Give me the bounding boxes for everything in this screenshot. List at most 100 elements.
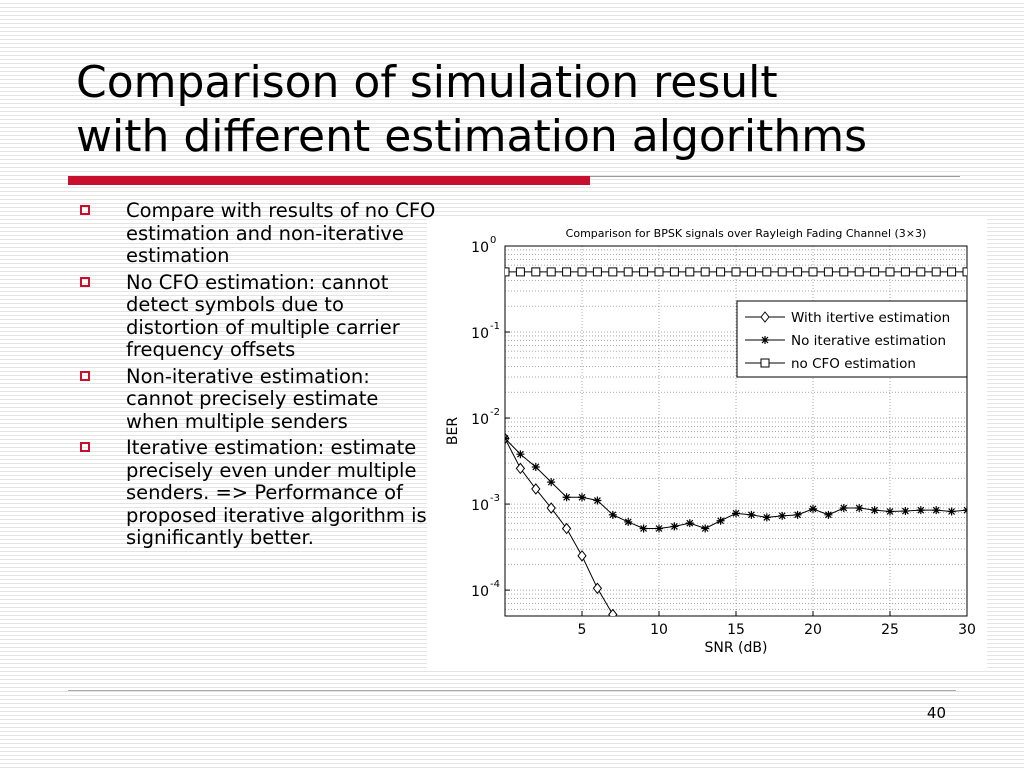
data-point	[870, 267, 880, 277]
x-tick-label: 15	[727, 622, 745, 638]
bullet-item: Compare with results of no CFO estimatio…	[76, 199, 436, 268]
bullet-text: Non-iterative estimation: cannot precise…	[126, 364, 379, 433]
title-divider-line	[590, 176, 960, 177]
square-bullet-icon	[80, 276, 90, 287]
legend-label: With itertive estimation	[791, 310, 950, 326]
bullet-text: Compare with results of no CFO estimatio…	[126, 199, 436, 267]
bullet-item: No CFO estimation: cannot detect symbols…	[76, 270, 436, 362]
slide-title: Comparison of simulation result with dif…	[76, 56, 996, 164]
bullet-item: Iterative estimation: estimate precisely…	[76, 436, 436, 550]
bullet-text: Iterative estimation: estimate precisely…	[126, 436, 427, 549]
data-point	[962, 267, 967, 277]
data-point	[505, 267, 510, 277]
data-point	[732, 509, 740, 518]
data-point	[870, 506, 879, 515]
page-number: 40	[926, 704, 946, 722]
data-point	[747, 510, 756, 519]
series-0	[505, 432, 618, 616]
bullet-text: No CFO estimation: cannot detect symbols…	[126, 270, 400, 361]
data-point	[886, 507, 894, 516]
y-tick-exponent: -2	[490, 407, 500, 418]
legend-marker	[760, 358, 770, 368]
data-point	[505, 434, 509, 443]
data-point	[577, 267, 587, 277]
data-point	[901, 507, 910, 516]
data-point	[716, 267, 726, 277]
footer-divider-line	[68, 690, 956, 691]
series-line	[505, 438, 614, 615]
legend-label: no CFO estimation	[791, 356, 916, 372]
series-1	[505, 434, 967, 533]
data-point	[669, 267, 679, 277]
data-point	[623, 267, 633, 277]
data-point	[639, 267, 649, 277]
y-tick-label: 10	[471, 412, 489, 428]
data-point	[685, 519, 694, 528]
data-point	[823, 267, 833, 277]
legend-box	[736, 300, 968, 378]
data-point	[531, 267, 541, 277]
data-point	[624, 517, 633, 526]
data-point	[516, 450, 525, 459]
square-bullet-icon	[80, 370, 90, 381]
x-tick-label: 5	[578, 622, 587, 638]
chart-title: Comparison for BPSK signals over Rayleig…	[566, 227, 927, 240]
slide-title-line-2: with different estimation algorithms	[76, 111, 868, 162]
data-point	[762, 513, 771, 522]
bullet-item: Non-iterative estimation: cannot precise…	[76, 364, 436, 434]
data-point	[562, 493, 571, 502]
data-point	[778, 511, 787, 520]
x-tick-label: 25	[881, 622, 899, 638]
data-point	[685, 267, 695, 277]
data-point	[608, 267, 618, 277]
ber-chart: 5 10 15 20 25 30 10 0 10 -1 10 -2 10 -3 10 -4 SNR (dB) BE…	[427, 218, 987, 668]
y-tick-exponent: -3	[490, 493, 500, 504]
data-point	[931, 267, 941, 277]
y-tick-exponent: 0	[490, 235, 496, 246]
data-point	[793, 510, 802, 519]
data-point	[639, 524, 648, 533]
data-point	[608, 608, 618, 616]
data-point	[608, 510, 617, 519]
data-point	[932, 506, 941, 515]
series-2	[505, 267, 967, 277]
y-axis-label: BER	[445, 417, 461, 445]
square-bullet-icon	[80, 442, 90, 452]
data-point	[916, 506, 925, 515]
y-tick-exponent: -4	[490, 579, 500, 590]
data-point	[531, 483, 541, 495]
legend: With itertive estimation No iterative est…	[736, 300, 968, 378]
data-point	[762, 267, 772, 277]
data-point	[947, 507, 956, 516]
data-point	[793, 267, 803, 277]
data-point	[562, 267, 572, 277]
data-point	[839, 267, 849, 277]
data-point	[854, 267, 864, 277]
x-axis-label: SNR (dB)	[705, 640, 768, 656]
data-point	[808, 267, 818, 277]
bullet-list: Compare with results of no CFO estimatio…	[76, 199, 436, 554]
data-point	[731, 267, 741, 277]
y-tick-label: 10	[471, 584, 489, 600]
data-point	[670, 522, 679, 531]
data-point	[531, 462, 540, 471]
data-point	[947, 267, 957, 277]
data-point	[547, 478, 556, 487]
data-point	[839, 504, 848, 513]
x-tick-labels: 5 10 15 20 25 30	[578, 611, 976, 638]
data-point	[577, 550, 587, 562]
data-point	[885, 267, 895, 277]
data-point	[809, 504, 817, 513]
data-point	[916, 267, 926, 277]
legend-marker	[761, 336, 769, 344]
x-tick-label: 30	[958, 622, 976, 638]
data-point	[855, 504, 864, 513]
y-tick-exponent: -1	[490, 321, 500, 332]
data-point	[824, 510, 833, 519]
title-accent-bar	[68, 176, 590, 185]
data-point	[700, 267, 710, 277]
data-point	[592, 267, 602, 277]
data-point	[578, 493, 586, 502]
